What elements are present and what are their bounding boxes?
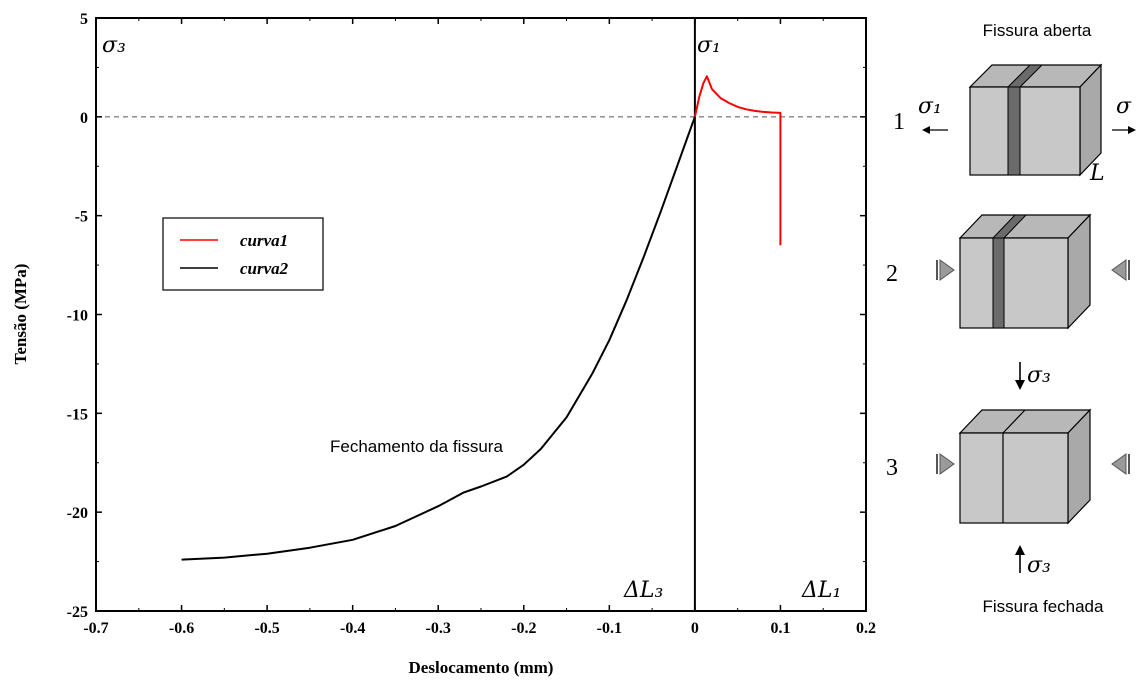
y-tick-label: -15: [67, 406, 88, 423]
y-tick-label: -20: [67, 505, 88, 522]
step-3-label: 3: [886, 455, 898, 481]
cube-closed-crack: [958, 408, 1092, 525]
x-tick-label: -0.6: [169, 620, 194, 637]
legend: curva1 curva2: [162, 217, 324, 291]
x-tick-label: -0.5: [254, 620, 279, 637]
legend-label-curva2: curva2: [240, 259, 289, 278]
cube3-front-face: [959, 432, 1069, 524]
cube2-right-clamp-icon: [1111, 259, 1130, 281]
x-ticks: -0.7 -0.6 -0.5 -0.4 -0.3 -0.2 -0.1 0 0.1 0.2: [83, 18, 876, 637]
x-tick-label: 0: [691, 620, 699, 637]
y-axis-label: Tensão (MPa): [11, 264, 30, 365]
closed-crack-label: Fissura fechada: [983, 597, 1104, 616]
cube-compressed: [958, 213, 1092, 330]
y-ticks: 5 0 -5 -10 -15 -20 -25: [67, 11, 866, 621]
sigma1-annotation: σ₁: [697, 33, 721, 58]
x-tick-label: 0.1: [770, 620, 790, 637]
step-1-label: 1: [893, 109, 905, 135]
sigma1-right-label: σ: [1116, 94, 1132, 119]
x-tick-label: -0.7: [83, 620, 108, 637]
sigma1-left-label: σ₁: [918, 94, 942, 119]
sigma3-up-arrow-head: [1015, 545, 1025, 555]
arrow-right-head: [1128, 126, 1136, 134]
sigma3-annotation: σ₃: [102, 33, 126, 58]
cube1-crack: [1007, 86, 1021, 176]
delta-l1-annotation: ΔL₁: [801, 578, 841, 603]
plot-frame: [95, 17, 867, 612]
series-line-curva2: [181, 116, 696, 561]
cube2-crack-top: [991, 214, 1028, 239]
cube2-crack: [992, 237, 1005, 329]
y-tick-label: -25: [67, 604, 88, 621]
y-tick-label: -5: [75, 209, 88, 226]
arrow-left-head: [922, 126, 930, 134]
y-tick-label: 0: [80, 110, 88, 127]
specimen-diagram: Fissura aberta 1 σ₁ σ L 2: [886, 21, 1136, 616]
cube3-left-clamp-icon: [936, 453, 955, 475]
y-tick-label: 5: [80, 11, 88, 28]
sigma3-down-arrow-head: [1015, 380, 1025, 390]
cube2-front-face: [959, 237, 1069, 329]
cube2-left-clamp-icon: [936, 259, 955, 281]
x-tick-label: -0.3: [426, 620, 451, 637]
sigma3-bottom-label: σ₃: [1027, 553, 1051, 578]
crack-closing-annotation: Fechamento da fissura: [330, 437, 503, 456]
cube1-crack-top: [1006, 64, 1044, 88]
step-2-label: 2: [886, 261, 898, 287]
delta-l3-annotation: ΔL₃: [623, 578, 663, 603]
series-group: [181, 75, 782, 561]
cube3-closed-crack-top: [1002, 409, 1026, 434]
open-crack-label: Fissura aberta: [983, 21, 1092, 40]
series-line-curva1: [693, 75, 782, 246]
cube1-front-face: [969, 86, 1081, 176]
cube-open-crack: [968, 63, 1103, 177]
cube3-right-clamp-icon: [1111, 453, 1130, 475]
y-tick-label: -10: [67, 308, 88, 325]
x-axis-label: Deslocamento (mm): [409, 658, 554, 677]
legend-box: [162, 217, 324, 291]
length-label: L: [1089, 161, 1105, 186]
sigma3-top-label: σ₃: [1027, 363, 1051, 388]
x-tick-label: -0.4: [340, 620, 365, 637]
x-tick-label: 0.2: [856, 620, 876, 637]
x-tick-label: -0.2: [511, 620, 536, 637]
legend-label-curva1: curva1: [240, 231, 288, 250]
x-tick-label: -0.1: [597, 620, 622, 637]
